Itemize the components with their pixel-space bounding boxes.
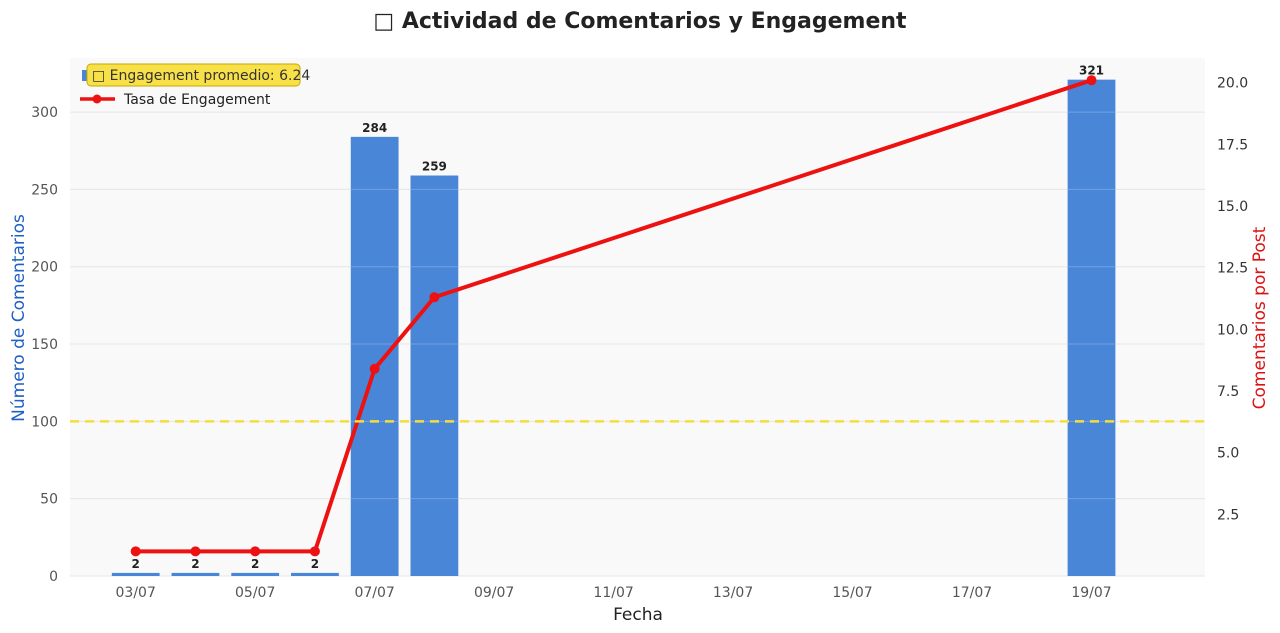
y-tick-label-left: 150 [31, 337, 58, 353]
engagement-point [250, 546, 261, 557]
bar [171, 572, 220, 576]
bar [291, 572, 339, 576]
bar [350, 136, 399, 577]
x-tick-label: 07/07 [354, 585, 394, 601]
x-tick-label: 19/07 [1071, 585, 1111, 601]
x-axis-label: Fecha [613, 605, 663, 625]
engagement-point [429, 292, 440, 303]
y-tick-label-left: 250 [31, 182, 58, 198]
annotation-text: □ Engagement promedio: 6.24 [92, 68, 310, 84]
x-tick-label: 11/07 [593, 585, 633, 601]
y-tick-label-left: 200 [31, 260, 58, 276]
engagement-point [190, 546, 201, 557]
x-tick-label: 15/07 [832, 585, 872, 601]
y-tick-label-right: 5.0 [1217, 446, 1239, 462]
y-axis-label-left: Número de Comentarios [9, 214, 29, 422]
bar-value-label: 259 [422, 160, 447, 174]
bar [111, 572, 160, 576]
y-tick-label-right: 7.5 [1217, 384, 1239, 400]
engagement-point [1086, 75, 1097, 86]
x-tick-label: 05/07 [235, 585, 275, 601]
y-tick-label-right: 10.0 [1217, 322, 1248, 338]
engagement-point [369, 363, 380, 374]
bar-value-label: 2 [251, 557, 259, 571]
x-tick-label: 13/07 [713, 585, 753, 601]
legend-line-label: Tasa de Engagement [123, 92, 271, 108]
y-axis-label-right: Comentarios por Post [1250, 226, 1270, 409]
plot-background [70, 58, 1205, 576]
engagement-point [130, 546, 141, 557]
bar-labels: 2 2 2 2 284 259 321 [132, 64, 1105, 571]
chart-title: □ Actividad de Comentarios y Engagement [373, 9, 907, 34]
y-ticks-right: 2.5 5.0 7.5 10.0 12.5 15.0 17.5 20.0 [1217, 76, 1248, 524]
bar [1067, 79, 1116, 576]
x-tick-label: 03/07 [116, 585, 156, 601]
engagement-point [309, 546, 320, 557]
y-tick-label-right: 2.5 [1217, 507, 1239, 523]
bar [410, 175, 459, 576]
x-tick-label: 17/07 [952, 585, 992, 601]
bar-value-label: 2 [132, 557, 140, 571]
engagement-annotation: □ Engagement promedio: 6.24 [86, 63, 310, 87]
y-tick-label-left: 300 [31, 105, 58, 121]
y-tick-label-left: 100 [31, 414, 58, 430]
bar-value-label: 2 [311, 557, 319, 571]
y-tick-label-right: 15.0 [1217, 199, 1248, 215]
bar [231, 572, 280, 576]
y-tick-label-right: 20.0 [1217, 76, 1248, 92]
y-tick-label-right: 17.5 [1217, 137, 1248, 153]
bar-value-label: 284 [362, 121, 387, 135]
annotation-box [86, 63, 301, 87]
x-ticks: 03/07 05/07 07/07 09/07 11/07 13/07 15/07 17/07… [116, 585, 1112, 601]
legend-line-marker [92, 94, 102, 104]
y-tick-label-left: 0 [49, 569, 58, 585]
y-tick-label-right: 12.5 [1217, 261, 1248, 277]
bar-value-label: 321 [1079, 64, 1104, 78]
x-tick-label: 09/07 [474, 585, 514, 601]
engagement-line [130, 75, 1097, 557]
bars [111, 79, 1116, 577]
bar-value-label: 2 [191, 557, 199, 571]
y-tick-label-left: 50 [40, 492, 58, 508]
y-ticks-left: 0 50 100 150 200 250 300 [31, 105, 58, 585]
